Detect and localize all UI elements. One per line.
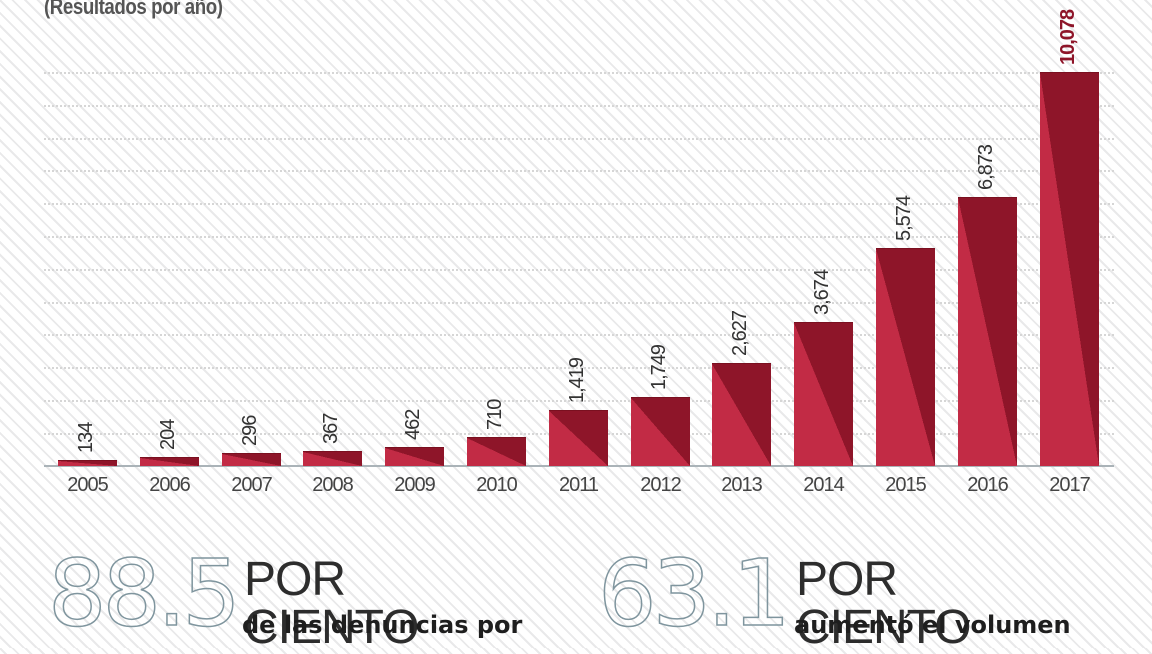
x-axis-label: 2005 xyxy=(67,474,109,496)
bar-2006 xyxy=(140,457,199,466)
bar-2007 xyxy=(222,453,281,466)
bar-value-label: 204 xyxy=(156,419,179,450)
gridline xyxy=(44,170,1114,172)
stat-number: 63.1 xyxy=(597,540,791,647)
bar-value-label: 710 xyxy=(483,399,506,430)
x-axis-label: 2009 xyxy=(394,474,436,496)
gridline xyxy=(44,400,1114,402)
bar-2012 xyxy=(631,397,690,466)
x-axis-label: 2007 xyxy=(231,474,273,496)
bar-value-label: 1,749 xyxy=(647,344,670,390)
stat-heading: POR CIENTO xyxy=(796,553,971,654)
bar-value-label: 462 xyxy=(401,409,424,440)
x-axis-label: 2006 xyxy=(149,474,191,496)
bar-chart: 134 2005 204 2006 296 2007 367 2008 462 2009 710 20… xyxy=(44,9,1114,496)
bar-2013 xyxy=(712,363,771,466)
bar-2017 xyxy=(1040,72,1099,466)
gridline xyxy=(44,269,1114,271)
bar-value-label: 1,419 xyxy=(565,357,588,403)
bar-2009 xyxy=(385,447,444,466)
x-axis-label: 2012 xyxy=(640,474,682,496)
stat-description: aumentó el volumen xyxy=(794,611,1071,639)
bar-2016 xyxy=(958,197,1017,466)
x-axis-label: 2011 xyxy=(558,474,599,496)
gridline xyxy=(44,72,1114,74)
x-axis-label: 2015 xyxy=(885,474,927,496)
bar-2010 xyxy=(467,437,526,466)
x-axis-line xyxy=(44,465,1114,467)
stat-description: de las denuncias por xyxy=(242,611,523,639)
bar-value-label: 10,078 xyxy=(1056,9,1079,65)
gridline xyxy=(44,334,1114,336)
bar-value-label: 296 xyxy=(238,415,261,446)
gridline xyxy=(44,367,1114,369)
gridline xyxy=(44,138,1114,140)
bar-value-label: 6,873 xyxy=(974,144,997,190)
stat-heading: POR CIENTO xyxy=(244,553,419,654)
bar-2014 xyxy=(794,322,853,466)
x-axis-label: 2017 xyxy=(1049,474,1091,496)
chart-subtitle: (Resultados por año) xyxy=(44,0,223,19)
bar-value-label: 2,627 xyxy=(728,310,751,356)
x-axis-label: 2013 xyxy=(721,474,763,496)
x-axis-label: 2008 xyxy=(312,474,354,496)
bar-value-label: 367 xyxy=(319,413,342,444)
bar-value-label: 134 xyxy=(74,422,97,453)
gridline xyxy=(44,105,1114,107)
bar-value-label: 5,574 xyxy=(892,195,915,241)
x-axis-label: 2014 xyxy=(803,474,845,496)
bar-2011 xyxy=(549,410,608,466)
bar-value-label: 3,674 xyxy=(810,269,833,315)
bar-2008 xyxy=(303,451,362,466)
bar-2015 xyxy=(876,248,935,466)
gridline xyxy=(44,302,1114,304)
gridline xyxy=(44,203,1114,205)
stat-number: 88.5 xyxy=(47,540,241,647)
x-axis-label: 2016 xyxy=(967,474,1009,496)
bar-2005 xyxy=(58,460,117,466)
x-axis-label: 2010 xyxy=(476,474,518,496)
gridline xyxy=(44,236,1114,238)
